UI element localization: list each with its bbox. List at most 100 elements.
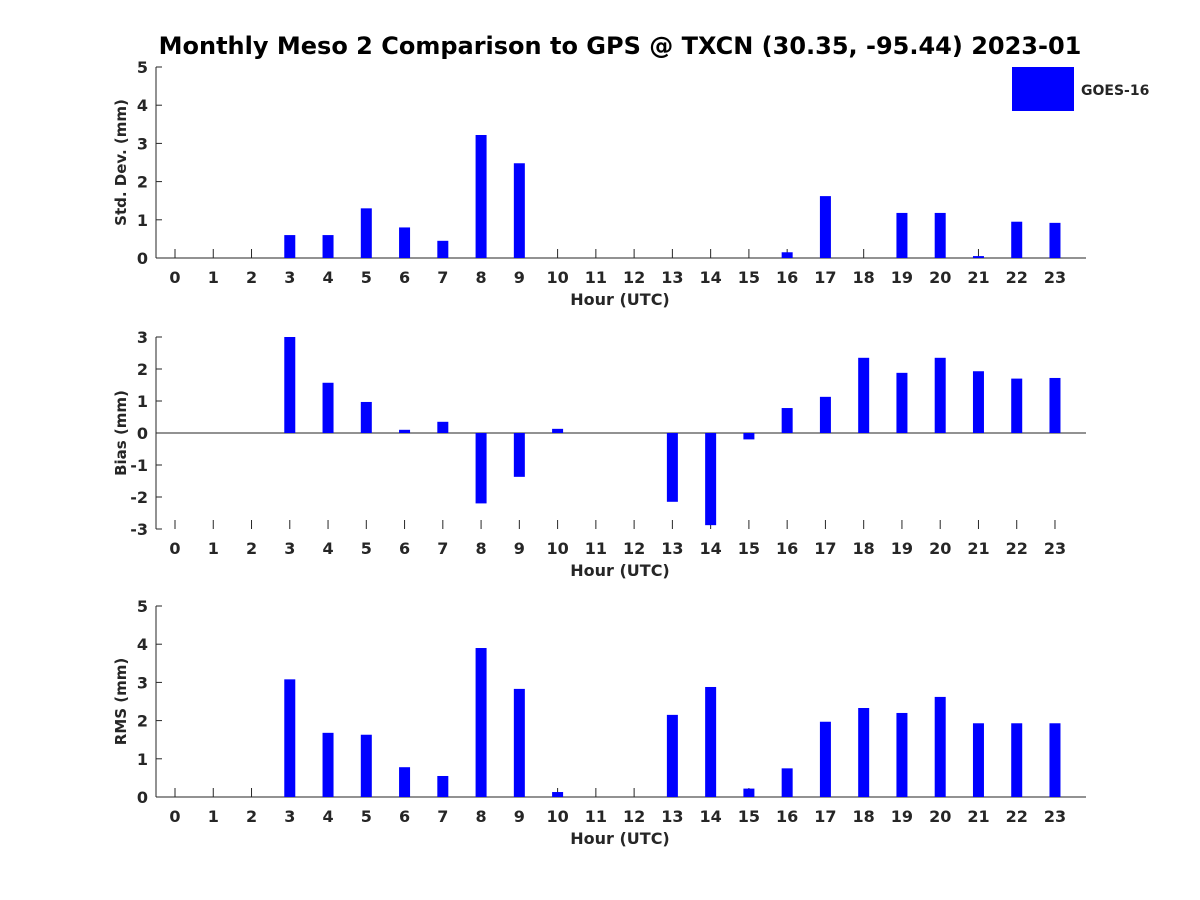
y-tick-label: -1 bbox=[130, 456, 148, 475]
x-tick-label: 15 bbox=[738, 807, 760, 826]
y-tick-label: -3 bbox=[130, 520, 148, 539]
y-tick-label: 0 bbox=[137, 424, 148, 443]
x-tick-label: 9 bbox=[514, 807, 525, 826]
bar-hour-5 bbox=[360, 401, 372, 433]
legend-swatch bbox=[1012, 67, 1074, 111]
bar-hour-13 bbox=[666, 433, 678, 502]
bar-hour-19 bbox=[896, 372, 908, 433]
x-tick-label: 3 bbox=[284, 268, 295, 287]
bar-hour-18 bbox=[858, 357, 870, 433]
x-tick-label: 3 bbox=[284, 807, 295, 826]
bar-hour-10 bbox=[552, 428, 564, 433]
legend-label: GOES-16 bbox=[1081, 83, 1149, 99]
x-tick-label: 16 bbox=[776, 268, 798, 287]
bar-hour-16 bbox=[781, 252, 793, 258]
y-tick-label: 2 bbox=[137, 360, 148, 379]
x-tick-label: 6 bbox=[399, 807, 410, 826]
bar-hour-17 bbox=[819, 721, 831, 797]
bar-hour-8 bbox=[475, 648, 487, 797]
bar-hour-14 bbox=[705, 433, 717, 526]
bar-hour-22 bbox=[1011, 378, 1023, 433]
x-tick-label: 22 bbox=[1006, 539, 1028, 558]
x-tick-label: 20 bbox=[929, 539, 951, 558]
x-tick-label: 20 bbox=[929, 268, 951, 287]
x-tick-label: 1 bbox=[208, 268, 219, 287]
bar-hour-14 bbox=[705, 686, 717, 797]
x-tick-label: 8 bbox=[476, 807, 487, 826]
bar-hour-23 bbox=[1049, 222, 1061, 258]
bar-hour-6 bbox=[399, 429, 411, 433]
bar-hour-15 bbox=[743, 433, 755, 440]
x-axis-label: Hour (UTC) bbox=[570, 829, 670, 848]
bar-hour-17 bbox=[819, 396, 831, 433]
y-axis-label: Std. Dev. (mm) bbox=[112, 99, 130, 226]
x-tick-label: 19 bbox=[891, 807, 913, 826]
x-tick-label: 8 bbox=[476, 539, 487, 558]
x-tick-label: 2 bbox=[246, 268, 257, 287]
bar-hour-6 bbox=[399, 227, 411, 258]
x-tick-label: 19 bbox=[891, 268, 913, 287]
bar-hour-23 bbox=[1049, 377, 1061, 433]
x-tick-label: 6 bbox=[399, 268, 410, 287]
bar-hour-9 bbox=[513, 163, 525, 258]
x-tick-label: 12 bbox=[623, 539, 645, 558]
x-tick-label: 10 bbox=[546, 807, 568, 826]
x-tick-label: 21 bbox=[967, 268, 989, 287]
x-tick-label: 22 bbox=[1006, 807, 1028, 826]
y-tick-label: 5 bbox=[137, 597, 148, 616]
y-axis-label: Bias (mm) bbox=[112, 390, 130, 476]
x-tick-label: 20 bbox=[929, 807, 951, 826]
x-tick-label: 4 bbox=[322, 539, 333, 558]
x-tick-label: 11 bbox=[585, 268, 607, 287]
y-tick-label: 5 bbox=[137, 58, 148, 77]
x-tick-label: 7 bbox=[437, 539, 448, 558]
x-tick-label: 1 bbox=[208, 539, 219, 558]
bar-hour-21 bbox=[972, 723, 984, 797]
x-axis-label: Hour (UTC) bbox=[570, 290, 670, 309]
y-tick-label: 4 bbox=[137, 96, 148, 115]
chart-title: Monthly Meso 2 Comparison to GPS @ TXCN … bbox=[159, 32, 1082, 60]
x-tick-label: 15 bbox=[738, 268, 760, 287]
y-tick-label: 3 bbox=[137, 673, 148, 692]
x-tick-label: 9 bbox=[514, 268, 525, 287]
bar-hour-15 bbox=[743, 788, 755, 797]
x-tick-label: 4 bbox=[322, 807, 333, 826]
bar-hour-7 bbox=[437, 240, 449, 258]
bar-hour-16 bbox=[781, 408, 793, 433]
x-tick-label: 10 bbox=[546, 539, 568, 558]
x-tick-label: 18 bbox=[853, 539, 875, 558]
x-tick-label: 0 bbox=[169, 539, 180, 558]
y-tick-label: -2 bbox=[130, 488, 148, 507]
x-tick-label: 16 bbox=[776, 807, 798, 826]
y-tick-label: 0 bbox=[137, 249, 148, 268]
bar-hour-4 bbox=[322, 732, 334, 797]
x-tick-label: 13 bbox=[661, 807, 683, 826]
bar-hour-20 bbox=[934, 696, 946, 797]
x-tick-label: 14 bbox=[700, 268, 722, 287]
legend: GOES-16 bbox=[1012, 67, 1149, 111]
x-tick-label: 8 bbox=[476, 268, 487, 287]
x-tick-label: 2 bbox=[246, 807, 257, 826]
x-tick-label: 3 bbox=[284, 539, 295, 558]
bar-hour-4 bbox=[322, 235, 334, 258]
x-tick-label: 7 bbox=[437, 268, 448, 287]
y-tick-label: 3 bbox=[137, 328, 148, 347]
bar-hour-23 bbox=[1049, 723, 1061, 797]
bar-hour-20 bbox=[934, 212, 946, 258]
bar-hour-18 bbox=[858, 707, 870, 797]
y-tick-label: 2 bbox=[137, 712, 148, 731]
x-tick-label: 16 bbox=[776, 539, 798, 558]
bar-hour-21 bbox=[972, 371, 984, 433]
x-tick-label: 14 bbox=[700, 539, 722, 558]
x-axis-label: Hour (UTC) bbox=[570, 561, 670, 580]
x-tick-label: 2 bbox=[246, 539, 257, 558]
y-axis-label: RMS (mm) bbox=[112, 658, 130, 745]
x-tick-label: 18 bbox=[853, 268, 875, 287]
x-tick-label: 11 bbox=[585, 807, 607, 826]
bar-hour-6 bbox=[399, 767, 411, 797]
x-tick-label: 15 bbox=[738, 539, 760, 558]
bar-hour-22 bbox=[1011, 221, 1023, 258]
